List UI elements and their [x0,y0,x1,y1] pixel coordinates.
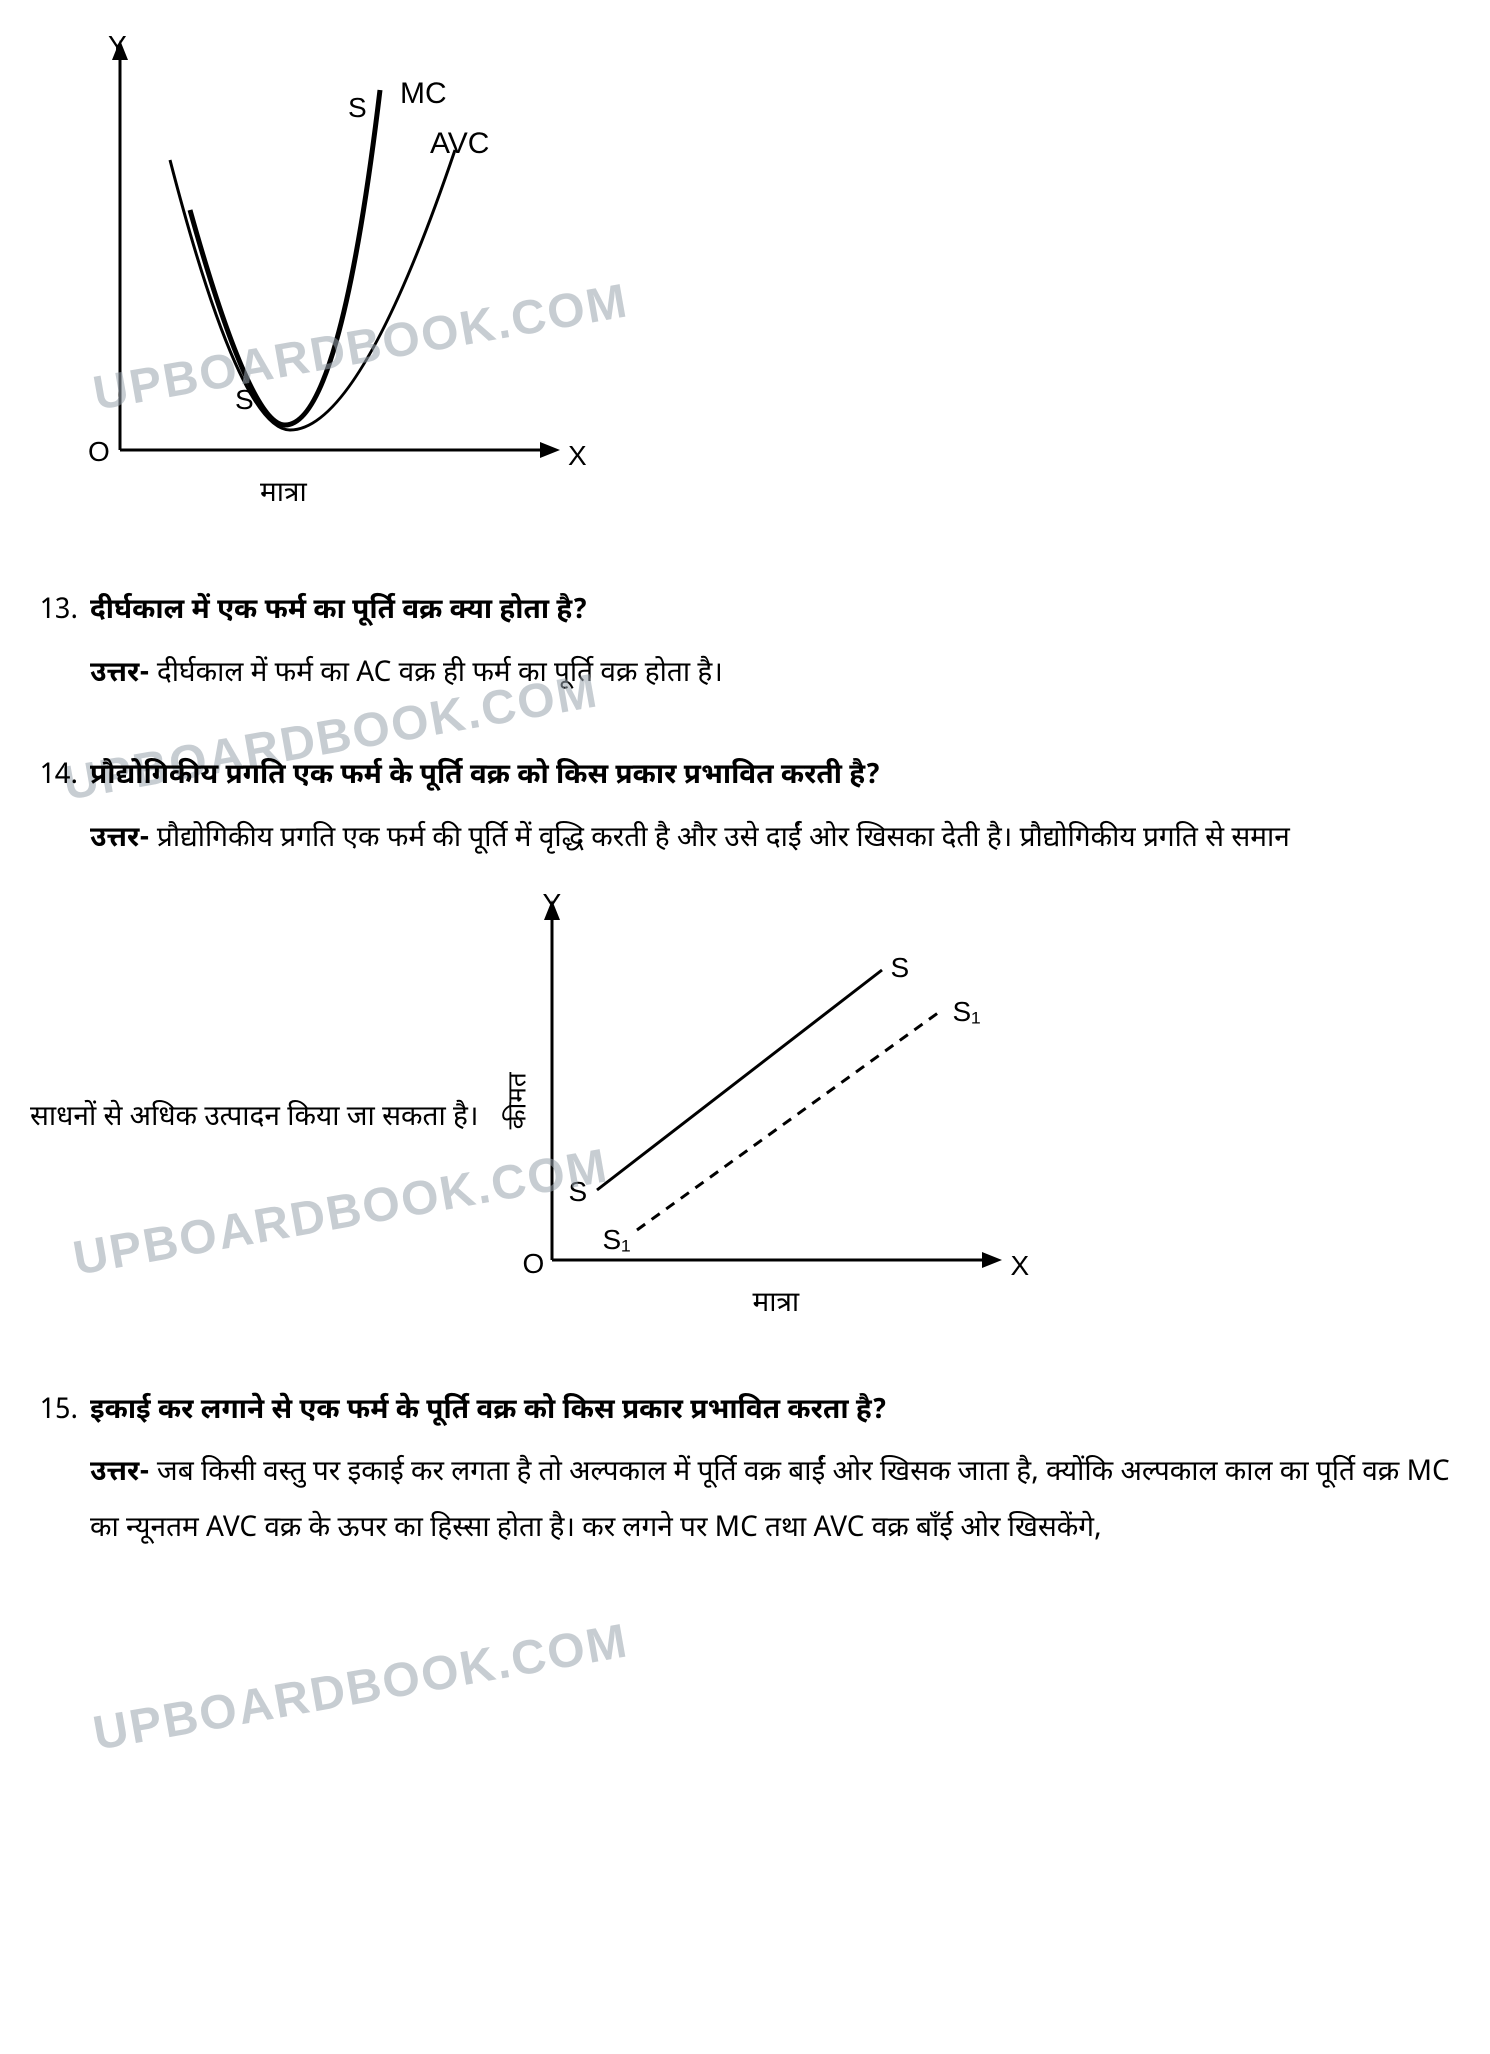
graph2-y-side: कीमत [500,1072,542,1129]
q15-answer: उत्तर- जब किसी वस्तु पर इकाई कर लगता है … [90,1446,1460,1558]
graph2-s1-bottom: S₁ [602,1218,630,1263]
graph1-mc-label: MC [400,70,447,118]
q13-num: 13. [30,590,90,635]
graph1-x-label: X [568,434,587,479]
q13-answer: उत्तर- दीर्घकाल में फर्म का AC वक्र ही फ… [90,647,1460,703]
graph2-s1-top: S₁ [952,990,980,1035]
graph1-svg [60,30,620,510]
graph2-s-bottom: S [568,1170,587,1215]
graph2-y-label: Y [542,882,561,927]
q13-ans-label: उत्तर- [90,657,150,693]
q14-answer-line1: उत्तर- प्रौद्योगिकीय प्रगति एक फर्म की प… [90,812,1460,868]
watermark-4: UPBOARDBOOK.COM [87,1603,634,1773]
q13-section: 13. दीर्घकाल में एक फर्म का पूर्ति वक्र … [30,590,1460,715]
q13-answer-text: दीर्घकाल में फर्म का AC वक्र ही फर्म का … [150,657,723,693]
graph2-bottom-label: मात्रा [752,1280,799,1325]
graph1-s-top: S [348,86,367,131]
q15-question: इकाई कर लगाने से एक फर्म के पूर्ति वक्र … [90,1390,1460,1435]
graph1-s-bottom: S [235,378,254,423]
q14-inline-text: साधनों से अधिक उत्पादन किया जा सकता है। [30,1097,482,1142]
q14-inline-row: साधनों से अधिक उत्पादन किया जा सकता है। … [30,890,1460,1350]
graph2-x-label: X [1010,1244,1029,1289]
graph2-origin: O [522,1242,544,1287]
q14-answer-text1: प्रौद्योगिकीय प्रगति एक फर्म की पूर्ति म… [150,822,1290,858]
q14-section: 14. प्रौद्योगिकीय प्रगति एक फर्म के पूर्… [30,755,1460,1350]
graph2-s-top: S [890,946,909,991]
q14-num: 14. [30,755,90,800]
q15-answer-text: जब किसी वस्तु पर इकाई कर लगता है तो अल्प… [90,1456,1450,1548]
graph1-bottom-label: मात्रा [260,470,307,515]
q13-question: दीर्घकाल में एक फर्म का पूर्ति वक्र क्या… [90,590,1460,635]
graph2-box: Y कीमत S S₁ S S₁ O X मात्रा [482,890,1042,1350]
graph1-y-label: Y [108,24,127,69]
graph2-svg [482,890,1042,1310]
q15-section: 15. इकाई कर लगाने से एक फर्म के पूर्ति व… [30,1390,1460,1831]
graph1-avc-label: AVC [430,120,489,168]
graph1-origin: O [88,430,110,475]
q15-num: 15. [30,1390,90,1435]
q15-ans-label: उत्तर- [90,1456,150,1492]
graph-mc-avc: Y MC AVC S S O X मात्रा UPBOARDBOOK.COM [60,30,1460,550]
q14-question: प्रौद्योगिकीय प्रगति एक फर्म के पूर्ति व… [90,755,1460,800]
graph1-box: Y MC AVC S S O X मात्रा UPBOARDBOOK.COM [60,30,620,550]
q14-ans-label: उत्तर- [90,822,150,858]
